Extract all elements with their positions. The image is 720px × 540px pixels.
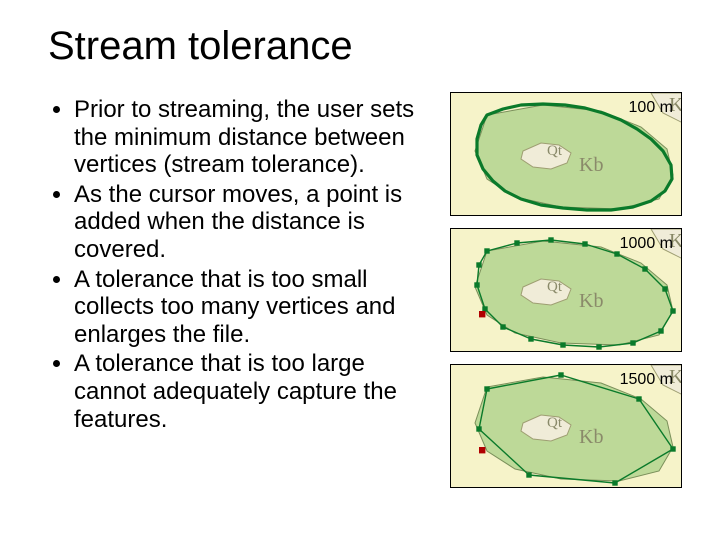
svg-text:Qt: Qt — [547, 143, 563, 159]
panel-label: 1500 m — [620, 371, 673, 389]
panel-1500m: QtKbK 1500 m — [450, 364, 682, 488]
panel-100m: QtKbK 100 m — [450, 92, 682, 216]
svg-text:Kb: Kb — [579, 290, 603, 312]
svg-text:Qt: Qt — [547, 415, 563, 431]
bullet-item: Prior to streaming, the user sets the mi… — [74, 96, 428, 179]
bullet-item: A tolerance that is too small collects t… — [74, 266, 428, 349]
bullet-item: A tolerance that is too large cannot ade… — [74, 350, 428, 433]
bullet-list: Prior to streaming, the user sets the mi… — [48, 96, 428, 433]
slide-title: Stream tolerance — [48, 24, 353, 69]
svg-text:Kb: Kb — [579, 154, 603, 176]
panel-1000m: QtKbK 1000 m — [450, 228, 682, 352]
bullet-item: As the cursor moves, a point is added wh… — [74, 181, 428, 264]
bullet-list-container: Prior to streaming, the user sets the mi… — [48, 96, 428, 435]
panel-label: 100 m — [629, 99, 673, 117]
svg-text:Kb: Kb — [579, 426, 603, 448]
svg-text:Qt: Qt — [547, 279, 563, 295]
panel-label: 1000 m — [620, 235, 673, 253]
slide: Stream tolerance Prior to streaming, the… — [0, 0, 720, 540]
example-panels: QtKbK 100 m QtKbK 1000 m QtKbK 1500 m — [450, 92, 682, 500]
